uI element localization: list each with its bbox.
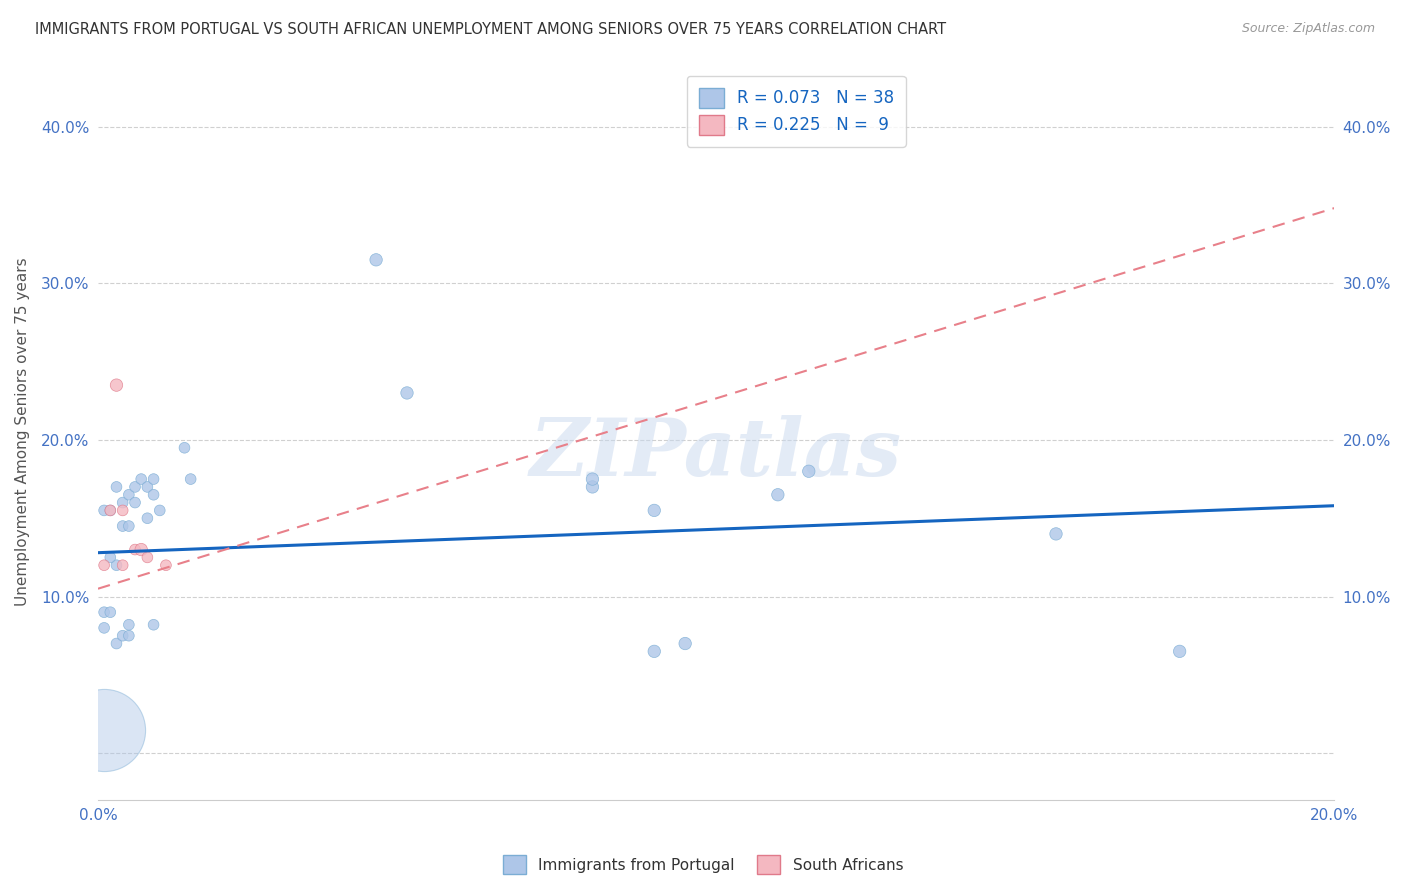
Point bbox=[98, 503, 121, 517]
Point bbox=[124, 480, 146, 494]
Point bbox=[93, 605, 115, 619]
Point bbox=[142, 472, 165, 486]
Point bbox=[111, 495, 134, 509]
Point bbox=[111, 503, 134, 517]
Point bbox=[797, 464, 820, 478]
Legend: R = 0.073   N = 38, R = 0.225   N =  9: R = 0.073 N = 38, R = 0.225 N = 9 bbox=[688, 76, 905, 147]
Point bbox=[105, 378, 128, 392]
Text: ZIPatlas: ZIPatlas bbox=[530, 416, 903, 493]
Point bbox=[155, 558, 177, 573]
Point bbox=[105, 558, 128, 573]
Point bbox=[105, 636, 128, 650]
Point bbox=[173, 441, 195, 455]
Point bbox=[142, 617, 165, 632]
Point bbox=[1045, 527, 1067, 541]
Point bbox=[124, 495, 146, 509]
Y-axis label: Unemployment Among Seniors over 75 years: Unemployment Among Seniors over 75 years bbox=[15, 258, 30, 607]
Point bbox=[180, 472, 202, 486]
Point bbox=[124, 542, 146, 557]
Point bbox=[766, 488, 789, 502]
Point bbox=[93, 723, 115, 737]
Point bbox=[364, 252, 387, 267]
Point bbox=[111, 558, 134, 573]
Point bbox=[98, 605, 121, 619]
Point bbox=[105, 480, 128, 494]
Point bbox=[118, 629, 141, 643]
Point bbox=[149, 503, 172, 517]
Point bbox=[118, 488, 141, 502]
Point bbox=[643, 644, 665, 658]
Point bbox=[93, 503, 115, 517]
Point bbox=[142, 488, 165, 502]
Point bbox=[118, 617, 141, 632]
Point bbox=[98, 550, 121, 565]
Point bbox=[93, 558, 115, 573]
Point bbox=[118, 519, 141, 533]
Text: Source: ZipAtlas.com: Source: ZipAtlas.com bbox=[1241, 22, 1375, 36]
Point bbox=[136, 511, 159, 525]
Point bbox=[129, 542, 152, 557]
Point bbox=[111, 519, 134, 533]
Text: IMMIGRANTS FROM PORTUGAL VS SOUTH AFRICAN UNEMPLOYMENT AMONG SENIORS OVER 75 YEA: IMMIGRANTS FROM PORTUGAL VS SOUTH AFRICA… bbox=[35, 22, 946, 37]
Point bbox=[581, 472, 603, 486]
Point bbox=[395, 386, 418, 401]
Point bbox=[581, 480, 603, 494]
Point bbox=[673, 636, 696, 650]
Legend: Immigrants from Portugal, South Africans: Immigrants from Portugal, South Africans bbox=[496, 849, 910, 880]
Point bbox=[98, 503, 121, 517]
Point bbox=[93, 621, 115, 635]
Point bbox=[129, 472, 152, 486]
Point bbox=[643, 503, 665, 517]
Point bbox=[111, 629, 134, 643]
Point bbox=[136, 550, 159, 565]
Point bbox=[1168, 644, 1191, 658]
Point bbox=[136, 480, 159, 494]
